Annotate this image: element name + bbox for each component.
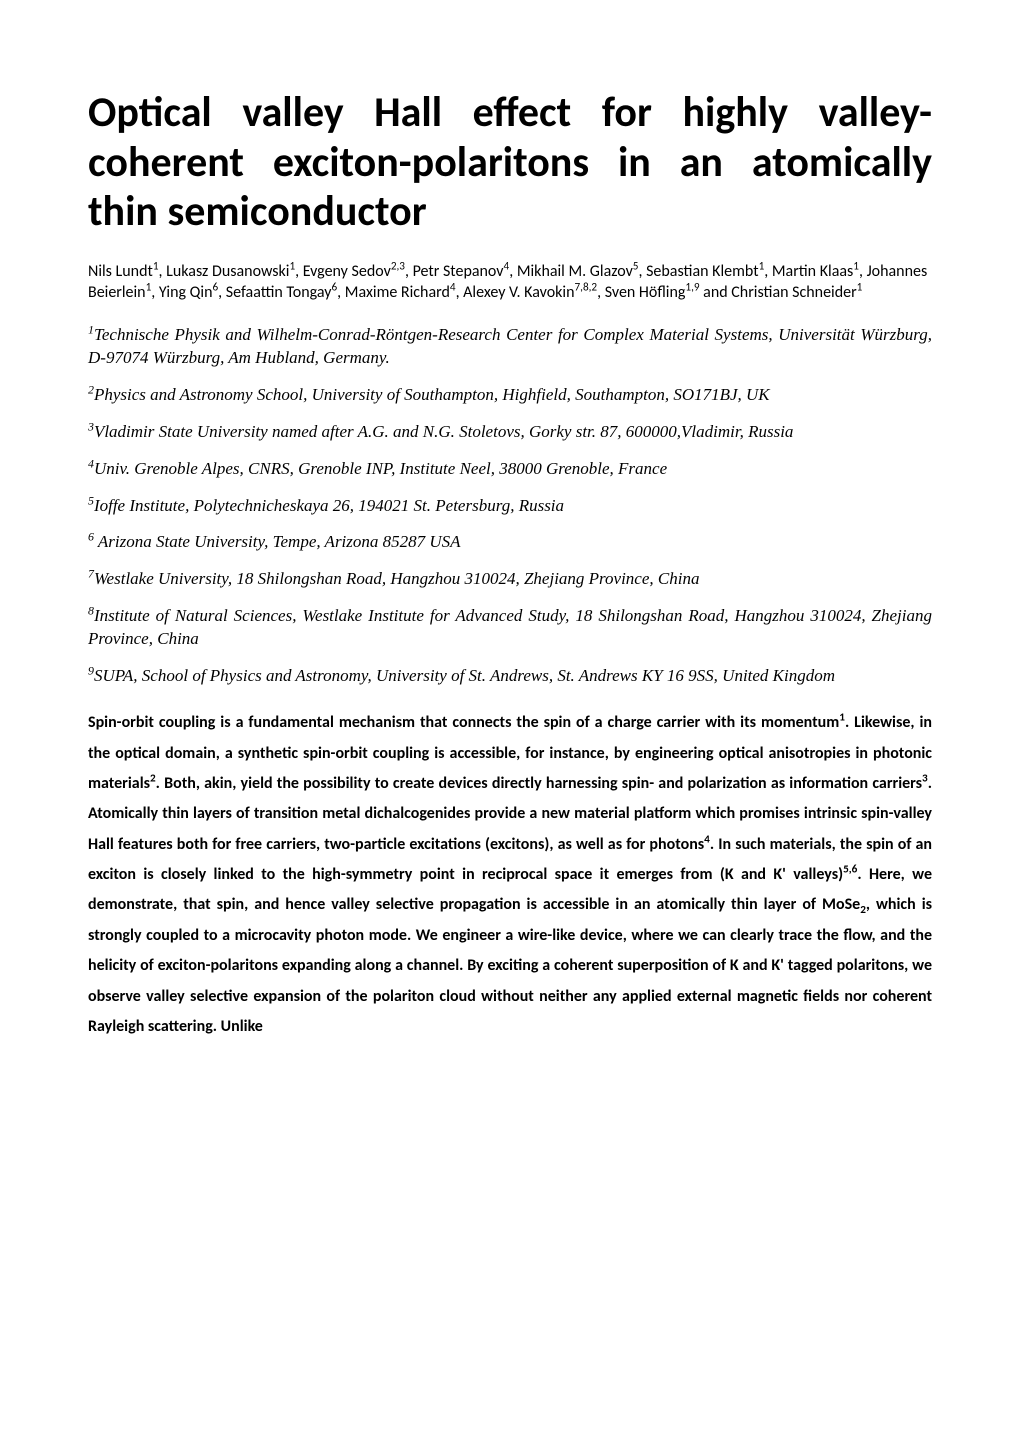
affiliation-6: 6 Arizona State University, Tempe, Arizo… [88,531,932,554]
affiliation-9: 9SUPA, School of Physics and Astronomy, … [88,665,932,688]
affiliation-2: 2Physics and Astronomy School, Universit… [88,384,932,407]
authors-list: Nils Lundt1, Lukasz Dusanowski1, Evgeny … [88,261,932,304]
affiliation-5: 5Ioffe Institute, Polytechnicheskaya 26,… [88,495,932,518]
affiliation-3: 3Vladimir State University named after A… [88,421,932,444]
abstract-text: Spin-orbit coupling is a fundamental mec… [88,708,932,1042]
affiliation-7: 7Westlake University, 18 Shilongshan Roa… [88,568,932,591]
affiliation-1: 1Technische Physik and Wilhelm-Conrad-Rö… [88,324,932,370]
affiliation-8: 8Institute of Natural Sciences, Westlake… [88,605,932,651]
paper-title: Optical valley Hall effect for highly va… [88,88,932,237]
affiliation-4: 4Univ. Grenoble Alpes, CNRS, Grenoble IN… [88,458,932,481]
